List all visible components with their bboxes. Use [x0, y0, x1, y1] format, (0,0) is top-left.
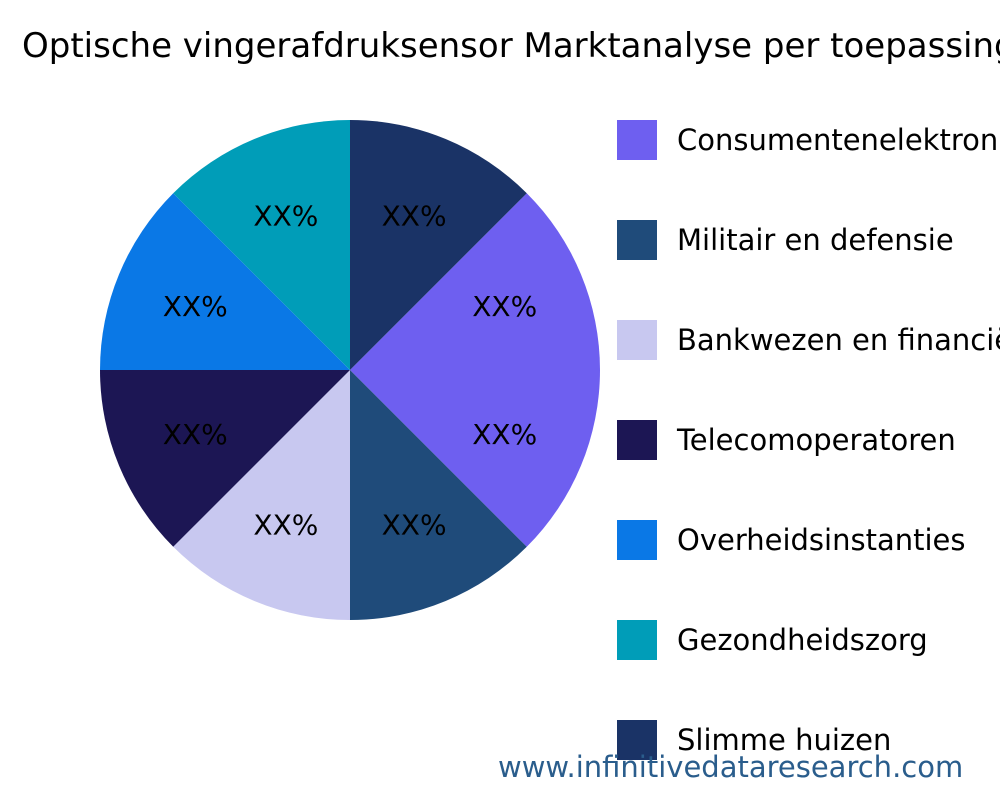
slice-label-4: XX%	[163, 290, 228, 323]
legend-label: Bankwezen en financiën	[677, 323, 1000, 357]
legend-swatch	[617, 320, 657, 360]
slice-label-1: XX%	[382, 509, 447, 542]
slice-label-2: XX%	[253, 509, 318, 542]
legend-swatch	[617, 120, 657, 160]
slice-label-0: XX%	[472, 290, 537, 323]
legend-swatch	[617, 620, 657, 660]
pie-slice-2[interactable]	[173, 370, 350, 620]
legend-label: Overheidsinstanties	[677, 523, 966, 557]
pie-slice-0[interactable]	[350, 193, 600, 547]
legend-label: Militair en defensie	[677, 223, 954, 257]
pie-chart: XX% XX% XX% XX% XX% XX% XX% XX%	[100, 120, 600, 620]
slice-label-6: XX%	[382, 199, 447, 232]
legend-item[interactable]: Consumentenelektronica	[617, 120, 1000, 160]
pie-slice-5[interactable]	[173, 120, 350, 370]
legend-label: Consumentenelektronica	[677, 123, 1000, 157]
slice-label-0: XX%	[472, 418, 537, 451]
legend-item[interactable]: Slimme huizen	[617, 720, 891, 760]
watermark: www.infinitivedataresearch.com	[498, 750, 964, 784]
legend-swatch	[617, 220, 657, 260]
pie-slice-1[interactable]	[350, 370, 527, 620]
legend-item[interactable]: Overheidsinstanties	[617, 520, 966, 560]
legend-label: Telecomoperatoren	[677, 423, 956, 457]
legend-label: Slimme huizen	[677, 723, 892, 757]
legend-swatch	[617, 520, 657, 560]
slice-label-3: XX%	[163, 418, 228, 451]
pie-slice-3[interactable]	[100, 370, 350, 547]
pie-slice-4[interactable]	[100, 193, 350, 370]
chart-title: Optische vingerafdruksensor Marktanalyse…	[22, 26, 1000, 66]
pie-slice-6[interactable]	[350, 120, 527, 370]
slice-label-5: XX%	[253, 199, 318, 232]
legend-label: Gezondheidszorg	[677, 623, 928, 657]
legend-item[interactable]: Militair en defensie	[617, 220, 954, 260]
legend-swatch	[617, 420, 657, 460]
legend-swatch	[617, 720, 657, 760]
legend-item[interactable]: Telecomoperatoren	[617, 420, 956, 460]
legend-item[interactable]: Gezondheidszorg	[617, 620, 928, 660]
legend-item[interactable]: Bankwezen en financiën	[617, 320, 1000, 360]
